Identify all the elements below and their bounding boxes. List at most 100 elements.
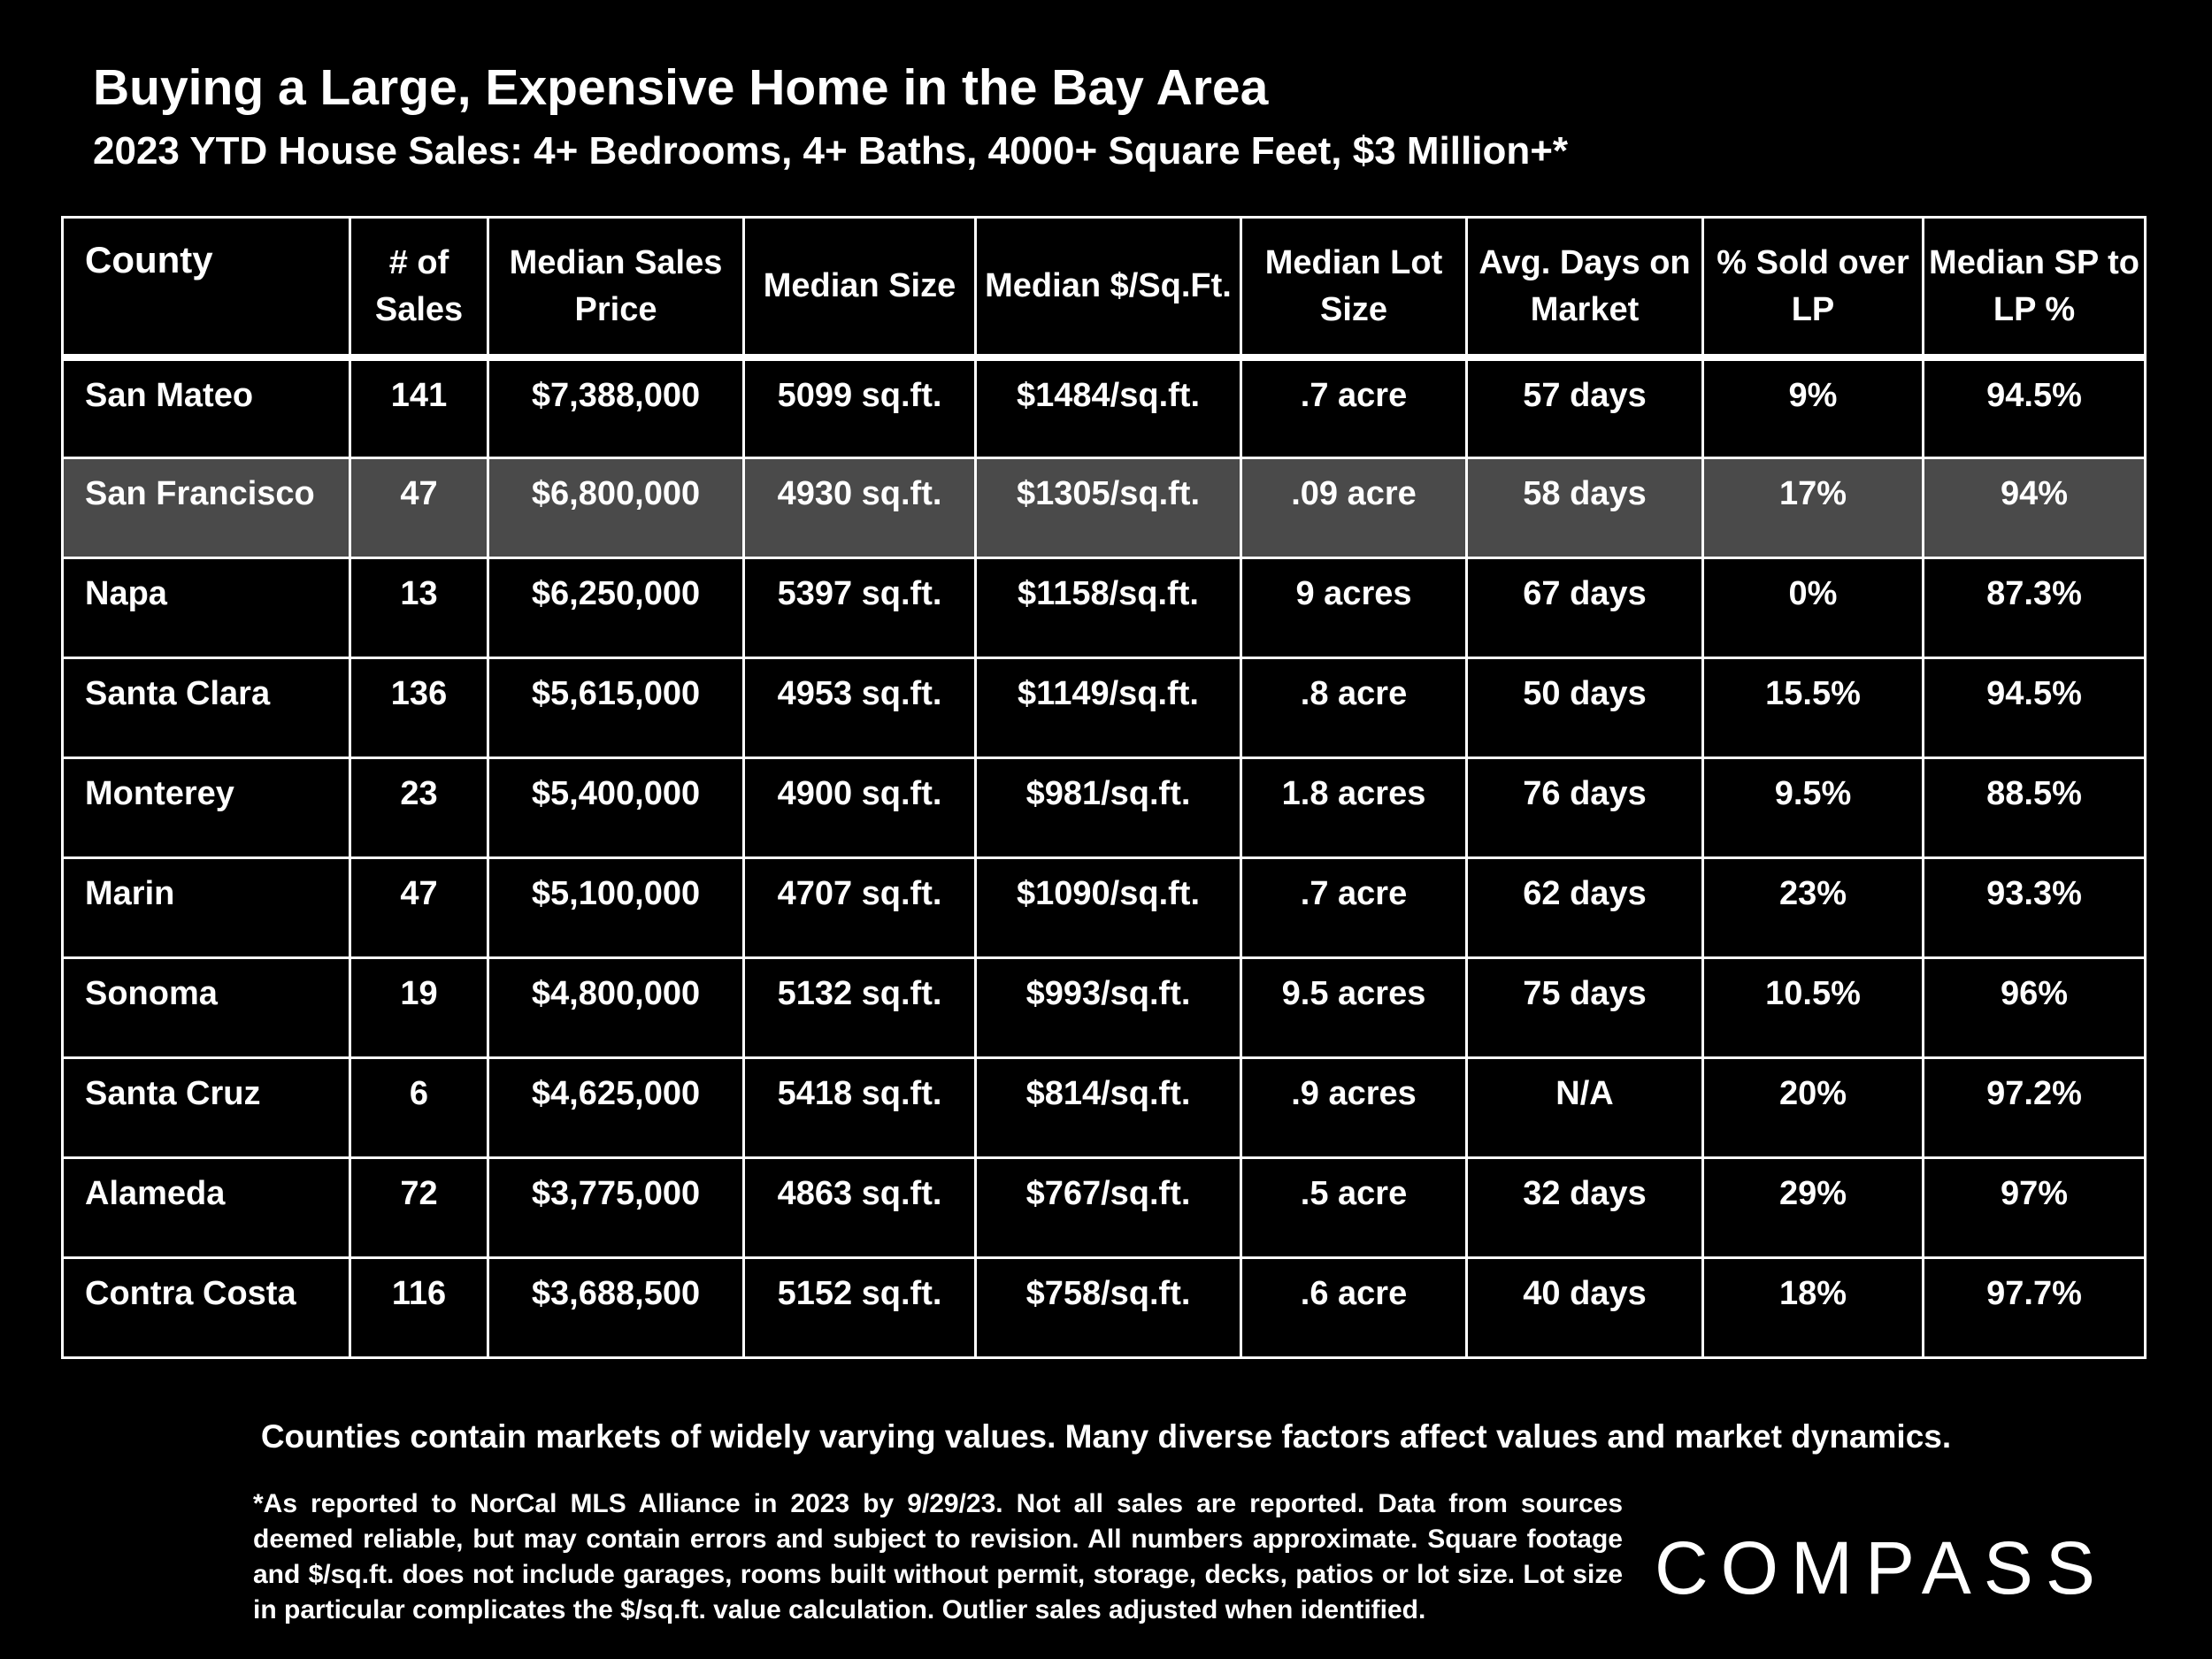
cell-median-lot-size: .5 acre: [1240, 1156, 1468, 1259]
cell-median-lot-size: .8 acre: [1240, 656, 1468, 759]
cell-median-sp-to-lp: 88.5%: [1922, 756, 2147, 859]
cell-avg-days-on-market: 75 days: [1465, 956, 1704, 1059]
cell-median-size: 5132 sq.ft.: [742, 956, 977, 1059]
sales-table: County # of Sales Median Sales Price Med…: [61, 216, 2147, 1359]
cell-median-sp-to-lp: 96%: [1922, 956, 2147, 1059]
cell-num-sales: 47: [349, 856, 489, 959]
cell-county: San Francisco: [61, 456, 351, 559]
cell-num-sales: 116: [349, 1256, 489, 1359]
header-median-price-per-sqft: Median $/Sq.Ft.: [974, 216, 1242, 361]
cell-median-sales-price: $5,615,000: [487, 656, 745, 759]
header-median-sp-to-lp: Median SP to LP %: [1922, 216, 2147, 361]
cell-median-lot-size: .7 acre: [1240, 356, 1468, 459]
cell-median-sales-price: $5,100,000: [487, 856, 745, 959]
cell-median-sp-to-lp: 97.2%: [1922, 1056, 2147, 1159]
table-row: Santa Cruz 6 $4,625,000 5418 sq.ft. $814/sq.…: [61, 1056, 2147, 1159]
cell-num-sales: 13: [349, 556, 489, 659]
cell-median-sales-price: $3,775,000: [487, 1156, 745, 1259]
cell-county: San Mateo: [61, 356, 351, 459]
compass-logo: COMPASS: [1655, 1526, 2108, 1609]
cell-pct-sold-over-lp: 20%: [1701, 1056, 1924, 1159]
cell-pct-sold-over-lp: 17%: [1701, 456, 1924, 559]
cell-median-sp-to-lp: 93.3%: [1922, 856, 2147, 959]
cell-median-size: 4953 sq.ft.: [742, 656, 977, 759]
cell-median-sales-price: $6,800,000: [487, 456, 745, 559]
cell-median-sp-to-lp: 94.5%: [1922, 656, 2147, 759]
cell-median-sales-price: $4,800,000: [487, 956, 745, 1059]
cell-county: Alameda: [61, 1156, 351, 1259]
table-row: Alameda 72 $3,775,000 4863 sq.ft. $767/sq.ft…: [61, 1156, 2147, 1259]
table-body: San Mateo 141 $7,388,000 5099 sq.ft. $1484/s…: [61, 356, 2147, 1359]
header-county: County: [61, 216, 351, 361]
cell-median-price-per-sqft: $1158/sq.ft.: [974, 556, 1242, 659]
table-row: Marin 47 $5,100,000 4707 sq.ft. $1090/sq.ft.…: [61, 856, 2147, 959]
table-row: Santa Clara 136 $5,615,000 4953 sq.ft. $1149…: [61, 656, 2147, 759]
cell-avg-days-on-market: 32 days: [1465, 1156, 1704, 1259]
cell-num-sales: 136: [349, 656, 489, 759]
cell-median-size: 4863 sq.ft.: [742, 1156, 977, 1259]
header-median-size: Median Size: [742, 216, 977, 361]
cell-county: Contra Costa: [61, 1256, 351, 1359]
table-row: Napa 13 $6,250,000 5397 sq.ft. $1158/sq.ft. 9…: [61, 556, 2147, 659]
cell-median-sp-to-lp: 87.3%: [1922, 556, 2147, 659]
cell-median-sales-price: $7,388,000: [487, 356, 745, 459]
cell-median-sp-to-lp: 97%: [1922, 1156, 2147, 1259]
table-row: Monterey 23 $5,400,000 4900 sq.ft. $981/sq.f…: [61, 756, 2147, 859]
cell-median-price-per-sqft: $993/sq.ft.: [974, 956, 1242, 1059]
cell-median-price-per-sqft: $1305/sq.ft.: [974, 456, 1242, 559]
cell-num-sales: 72: [349, 1156, 489, 1259]
cell-pct-sold-over-lp: 18%: [1701, 1256, 1924, 1359]
market-note: Counties contain markets of widely varyi…: [260, 1418, 1952, 1455]
cell-pct-sold-over-lp: 23%: [1701, 856, 1924, 959]
cell-median-size: 4900 sq.ft.: [742, 756, 977, 859]
cell-median-sales-price: $4,625,000: [487, 1056, 745, 1159]
cell-num-sales: 19: [349, 956, 489, 1059]
cell-median-size: 5418 sq.ft.: [742, 1056, 977, 1159]
cell-county: Marin: [61, 856, 351, 959]
cell-county: Monterey: [61, 756, 351, 859]
cell-median-price-per-sqft: $814/sq.ft.: [974, 1056, 1242, 1159]
cell-county: Sonoma: [61, 956, 351, 1059]
cell-pct-sold-over-lp: 0%: [1701, 556, 1924, 659]
page-subtitle: 2023 YTD House Sales: 4+ Bedrooms, 4+ Ba…: [93, 129, 1569, 173]
cell-median-price-per-sqft: $981/sq.ft.: [974, 756, 1242, 859]
cell-median-price-per-sqft: $767/sq.ft.: [974, 1156, 1242, 1259]
footnote: *As reported to NorCal MLS Alliance in 2…: [253, 1489, 1623, 1624]
cell-county: Santa Cruz: [61, 1056, 351, 1159]
header-pct-sold-over-lp: % Sold over LP: [1701, 216, 1924, 361]
table-row: Sonoma 19 $4,800,000 5132 sq.ft. $993/sq.ft.…: [61, 956, 2147, 1059]
cell-avg-days-on-market: 76 days: [1465, 756, 1704, 859]
cell-avg-days-on-market: 67 days: [1465, 556, 1704, 659]
table-row: Contra Costa 116 $3,688,500 5152 sq.ft. $758…: [61, 1256, 2147, 1359]
table-header-row: County # of Sales Median Sales Price Med…: [61, 216, 2147, 361]
cell-median-price-per-sqft: $1090/sq.ft.: [974, 856, 1242, 959]
cell-num-sales: 23: [349, 756, 489, 859]
cell-avg-days-on-market: 58 days: [1465, 456, 1704, 559]
cell-county: Santa Clara: [61, 656, 351, 759]
cell-avg-days-on-market: 57 days: [1465, 356, 1704, 459]
cell-avg-days-on-market: N/A: [1465, 1056, 1704, 1159]
cell-median-price-per-sqft: $1149/sq.ft.: [974, 656, 1242, 759]
cell-median-sales-price: $6,250,000: [487, 556, 745, 659]
table-row: San Mateo 141 $7,388,000 5099 sq.ft. $1484/s…: [61, 356, 2147, 459]
cell-pct-sold-over-lp: 9%: [1701, 356, 1924, 459]
cell-num-sales: 6: [349, 1056, 489, 1159]
cell-median-lot-size: .6 acre: [1240, 1256, 1468, 1359]
header-median-lot-size: Median Lot Size: [1240, 216, 1468, 361]
cell-median-lot-size: .09 acre: [1240, 456, 1468, 559]
cell-median-size: 4707 sq.ft.: [742, 856, 977, 959]
cell-median-price-per-sqft: $1484/sq.ft.: [974, 356, 1242, 459]
header-num-sales: # of Sales: [349, 216, 489, 361]
cell-avg-days-on-market: 62 days: [1465, 856, 1704, 959]
cell-county: Napa: [61, 556, 351, 659]
cell-avg-days-on-market: 50 days: [1465, 656, 1704, 759]
cell-median-sales-price: $5,400,000: [487, 756, 745, 859]
header-avg-days-on-market: Avg. Days on Market: [1465, 216, 1704, 361]
cell-median-lot-size: 1.8 acres: [1240, 756, 1468, 859]
header-median-sales-price: Median Sales Price: [487, 216, 745, 361]
cell-pct-sold-over-lp: 29%: [1701, 1156, 1924, 1259]
cell-median-size: 5152 sq.ft.: [742, 1256, 977, 1359]
cell-avg-days-on-market: 40 days: [1465, 1256, 1704, 1359]
cell-num-sales: 47: [349, 456, 489, 559]
cell-median-sp-to-lp: 94%: [1922, 456, 2147, 559]
